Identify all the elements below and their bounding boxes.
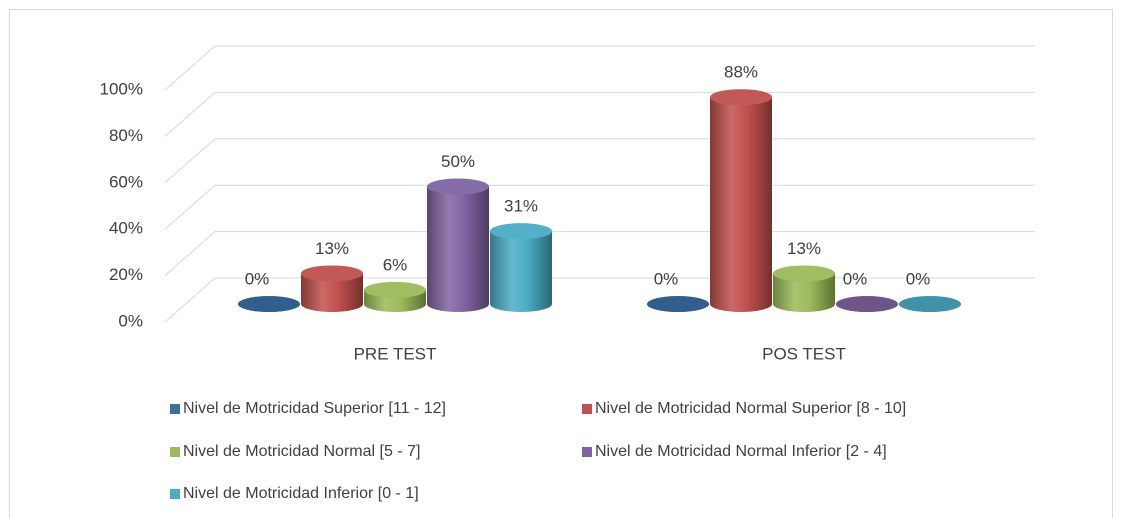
data-label: 13% (315, 239, 349, 258)
grid-line (164, 138, 1035, 184)
bar (490, 231, 552, 312)
bar (773, 273, 835, 312)
bar-top (490, 223, 552, 240)
bar (301, 273, 363, 312)
legend-label: Nivel de Motricidad Normal Superior [8 -… (595, 400, 906, 417)
y-tick-label: 100% (100, 79, 143, 98)
legend-swatch (582, 404, 592, 414)
legend-label: Nivel de Motricidad Normal [5 - 7] (183, 443, 420, 460)
data-label: 0% (843, 269, 868, 288)
data-label: 88% (724, 63, 758, 82)
data-label: 31% (504, 197, 538, 216)
bar-top (647, 296, 709, 312)
bar-top (836, 296, 898, 312)
grid-line (164, 231, 1035, 276)
bar (427, 186, 489, 312)
chart-frame (9, 9, 1113, 518)
data-label: 0% (654, 269, 679, 288)
legend-label: Nivel de Motricidad Inferior [0 - 1] (183, 485, 419, 502)
bar-top (364, 281, 426, 298)
y-tick-label: 80% (109, 126, 143, 145)
legend-swatch (170, 489, 180, 499)
bar-top (899, 296, 961, 312)
x-tick-label: PRE TEST (354, 344, 437, 363)
y-tick-label: 60% (109, 172, 143, 191)
y-tick-label: 0% (118, 311, 143, 330)
y-tick-label: 20% (109, 265, 143, 284)
data-label: 13% (787, 239, 821, 258)
y-tick-label: 40% (109, 219, 143, 238)
grid-line (164, 91, 1035, 137)
data-label: 0% (906, 269, 931, 288)
bar-top (710, 89, 772, 106)
legend-swatch (170, 447, 180, 457)
bar-top (301, 265, 363, 282)
legend-swatch (170, 404, 180, 414)
bar-top (427, 178, 489, 195)
grid-line (164, 184, 1035, 230)
data-label: 50% (441, 152, 475, 171)
grid-line (164, 45, 1035, 91)
legend-label: Nivel de Motricidad Superior [11 - 12] (183, 400, 446, 417)
data-label: 6% (383, 255, 408, 274)
bar-top (238, 296, 300, 312)
legend-label: Nivel de Motricidad Normal Inferior [2 -… (595, 443, 887, 460)
bar-top (773, 265, 835, 282)
bar (710, 97, 772, 312)
legend-swatch (582, 447, 592, 457)
x-tick-label: POS TEST (762, 344, 846, 363)
data-label: 0% (245, 269, 270, 288)
